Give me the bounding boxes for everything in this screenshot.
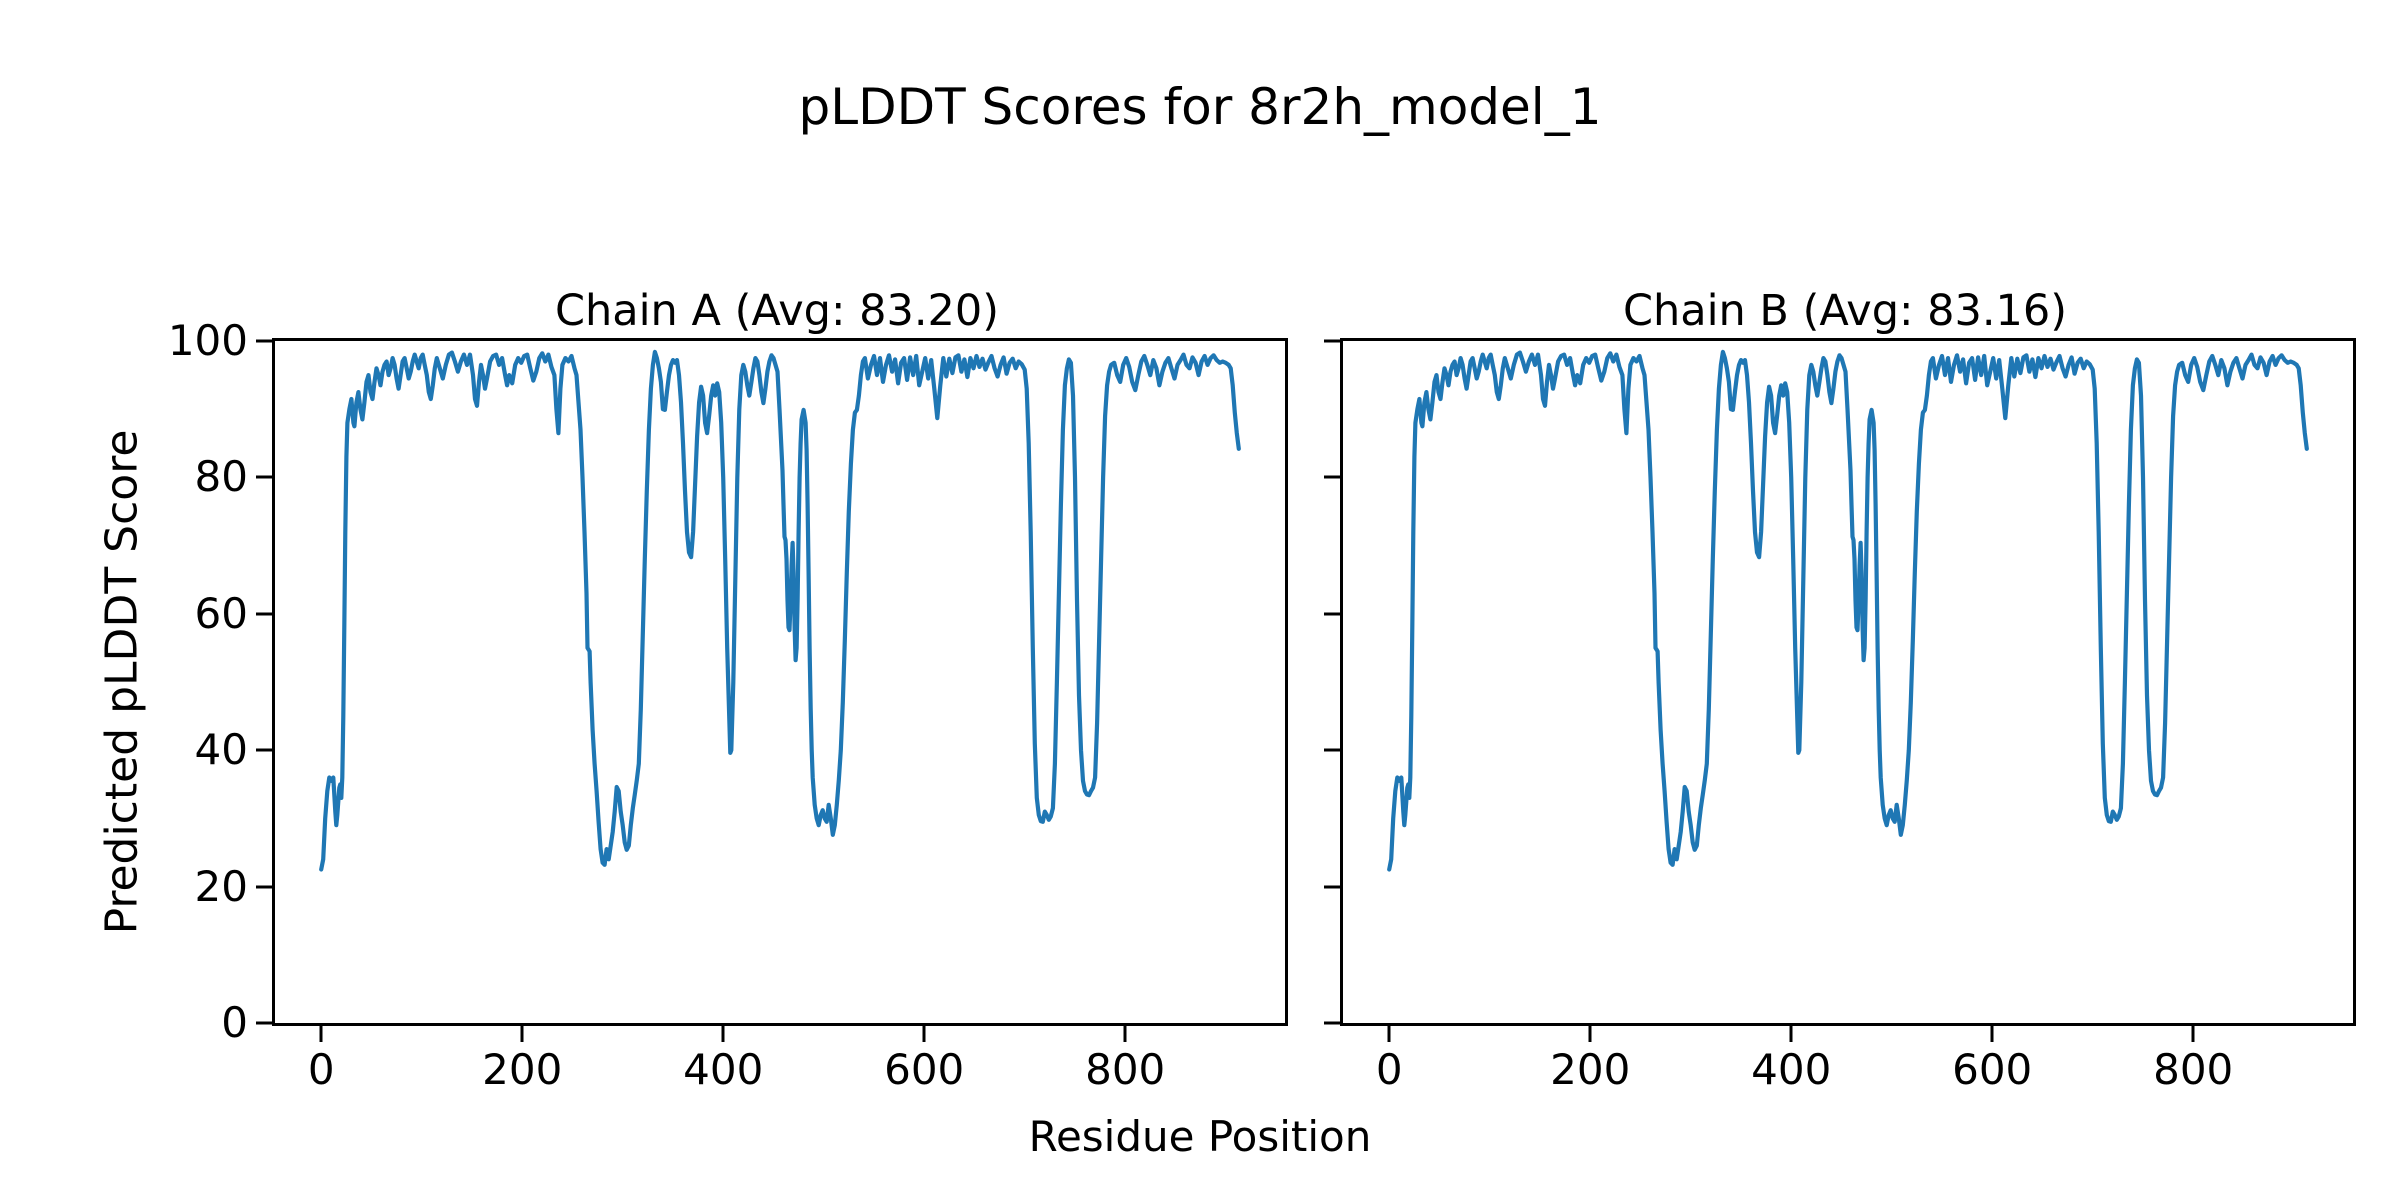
x-tick-label: 600: [1952, 1045, 2033, 1094]
y-tick-mark: [1324, 475, 1343, 479]
x-tick-mark: [922, 1023, 926, 1042]
y-tick-mark: [1324, 612, 1343, 616]
x-tick-label: 600: [884, 1045, 965, 1094]
y-tick-mark: [256, 748, 275, 752]
plddt-line-chart-chain-b: [1387, 349, 2309, 872]
y-tick-mark: [256, 1021, 275, 1025]
plddt-curve-chain-b: [1387, 349, 2309, 872]
x-tick-label: 0: [1375, 1045, 1403, 1094]
x-tick-label: 800: [2153, 1045, 2234, 1094]
plddt-curve-chain-a: [319, 349, 1241, 872]
y-tick-mark: [256, 885, 275, 889]
plddt-line-chart-chain-a: [319, 349, 1241, 872]
y-tick-mark: [256, 475, 275, 479]
y-tick-label: 60: [194, 588, 248, 638]
x-tick-mark: [520, 1023, 524, 1042]
y-tick-label: 100: [167, 316, 248, 365]
x-tick-label: 400: [683, 1045, 764, 1094]
y-tick-label: 40: [194, 725, 248, 775]
y-tick-label: 80: [194, 452, 248, 502]
x-tick-mark: [319, 1023, 323, 1042]
x-tick-label: 800: [1085, 1045, 1166, 1094]
subplot-chain-b: 0 200 400 600 800: [1324, 338, 2356, 1091]
y-axis-label: Predicted pLDDT Score: [96, 429, 148, 935]
x-tick-label: 400: [1751, 1045, 1832, 1094]
y-tick-label: 20: [194, 861, 248, 911]
subplot-title-chain-a: Chain A (Avg: 83.20): [554, 286, 1000, 336]
y-tick-mark: [256, 339, 275, 343]
x-tick-mark: [2191, 1023, 2195, 1042]
x-tick-mark: [1990, 1023, 1994, 1042]
x-tick-mark: [1588, 1023, 1592, 1042]
figure-title: pLDDT Scores for 8r2h_model_1: [798, 78, 1602, 136]
x-tick-label: 200: [482, 1045, 563, 1094]
y-tick-mark: [1324, 885, 1343, 889]
y-tick-mark: [256, 612, 275, 616]
y-tick-mark: [1324, 339, 1343, 343]
x-tick-label: 0: [307, 1045, 335, 1094]
x-tick-mark: [1123, 1023, 1127, 1042]
x-axis-label: Residue Position: [1028, 1112, 1372, 1161]
y-tick-mark: [1324, 748, 1343, 752]
x-tick-mark: [1789, 1023, 1793, 1042]
x-tick-mark: [721, 1023, 725, 1042]
x-tick-label: 200: [1550, 1045, 1631, 1094]
subplot-title-chain-b: Chain B (Avg: 83.16): [1622, 286, 2068, 336]
y-tick-mark: [1324, 1021, 1343, 1025]
y-tick-label: 0: [221, 998, 248, 1047]
x-tick-mark: [1387, 1023, 1391, 1042]
subplot-chain-a: 0 200 400 600 800 0 20 40 60 80 100: [168, 320, 1288, 1091]
